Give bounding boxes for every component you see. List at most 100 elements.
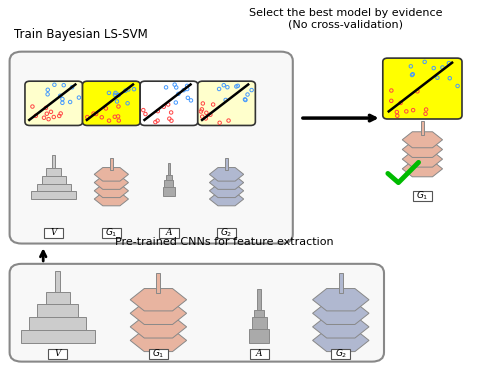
Point [454,83,461,89]
Bar [257,289,261,310]
Point [387,98,395,104]
Point [187,97,195,103]
Polygon shape [402,132,443,148]
Point [55,113,63,119]
Point [59,96,66,102]
Bar [250,349,269,359]
Polygon shape [402,141,443,158]
Point [422,107,430,113]
Point [216,120,224,126]
Point [197,108,205,114]
Polygon shape [402,151,443,167]
Bar [37,304,78,317]
Point [154,108,162,114]
Bar [46,292,70,304]
Point [168,110,175,115]
Bar [44,228,63,238]
Point [115,92,122,98]
Point [220,82,228,88]
Bar [29,317,86,330]
Point [43,111,50,117]
Point [184,95,192,101]
Point [445,60,453,66]
Bar [55,271,60,292]
Polygon shape [130,315,187,338]
Point [215,86,223,92]
Point [111,114,119,120]
FancyBboxPatch shape [83,81,140,125]
Point [198,106,206,112]
Bar [48,349,67,359]
Point [154,118,161,124]
Text: A: A [166,228,172,237]
Point [397,100,405,106]
Point [172,100,180,106]
Point [446,75,454,81]
Bar [42,176,66,184]
Point [394,113,401,119]
Bar [168,163,170,176]
Bar [47,168,61,176]
Point [409,71,417,77]
Point [171,82,179,87]
Bar [165,180,173,187]
Point [66,99,74,105]
Point [115,104,122,110]
Point [29,104,36,110]
Point [430,65,438,71]
Point [111,92,119,98]
Point [121,88,129,94]
Text: A: A [256,349,263,358]
Text: $G_1$: $G_1$ [416,190,429,202]
Point [40,115,48,121]
Point [241,96,249,102]
Point [224,84,231,90]
Point [112,90,120,96]
Text: V: V [54,349,61,358]
Point [59,100,66,106]
Point [241,97,249,103]
Text: Pre-trained CNNs for feature extraction: Pre-trained CNNs for feature extraction [115,237,334,247]
Polygon shape [209,192,244,206]
Point [409,107,417,113]
Point [114,113,122,119]
Point [222,97,229,103]
Point [45,116,52,122]
FancyBboxPatch shape [140,81,198,125]
Point [408,72,416,78]
Point [47,109,55,115]
Point [50,82,58,88]
Text: Train Bayesian LS-SVM: Train Bayesian LS-SVM [14,28,148,41]
Point [68,85,76,90]
Polygon shape [209,176,244,189]
Point [57,110,64,116]
Point [113,99,121,104]
Point [175,91,182,97]
Point [84,114,91,120]
Point [433,75,441,81]
Bar [21,330,95,343]
Point [439,65,446,70]
Point [130,86,138,92]
Point [166,116,173,122]
Point [115,92,122,98]
Text: $G_2$: $G_2$ [335,348,347,360]
Bar [421,121,424,135]
Bar [156,273,160,293]
Point [164,101,172,107]
Point [183,83,191,89]
Point [44,87,51,93]
Point [206,112,214,118]
Point [248,87,255,93]
Polygon shape [312,329,369,352]
Point [198,114,206,120]
Bar [163,187,175,196]
Polygon shape [130,329,187,352]
Point [180,87,188,93]
FancyBboxPatch shape [25,81,83,125]
Point [142,111,149,117]
Text: Select the best model by evidence
(No cross-validation): Select the best model by evidence (No cr… [249,8,443,30]
Polygon shape [312,315,369,338]
Polygon shape [312,302,369,324]
Text: $G_1$: $G_1$ [105,227,118,239]
